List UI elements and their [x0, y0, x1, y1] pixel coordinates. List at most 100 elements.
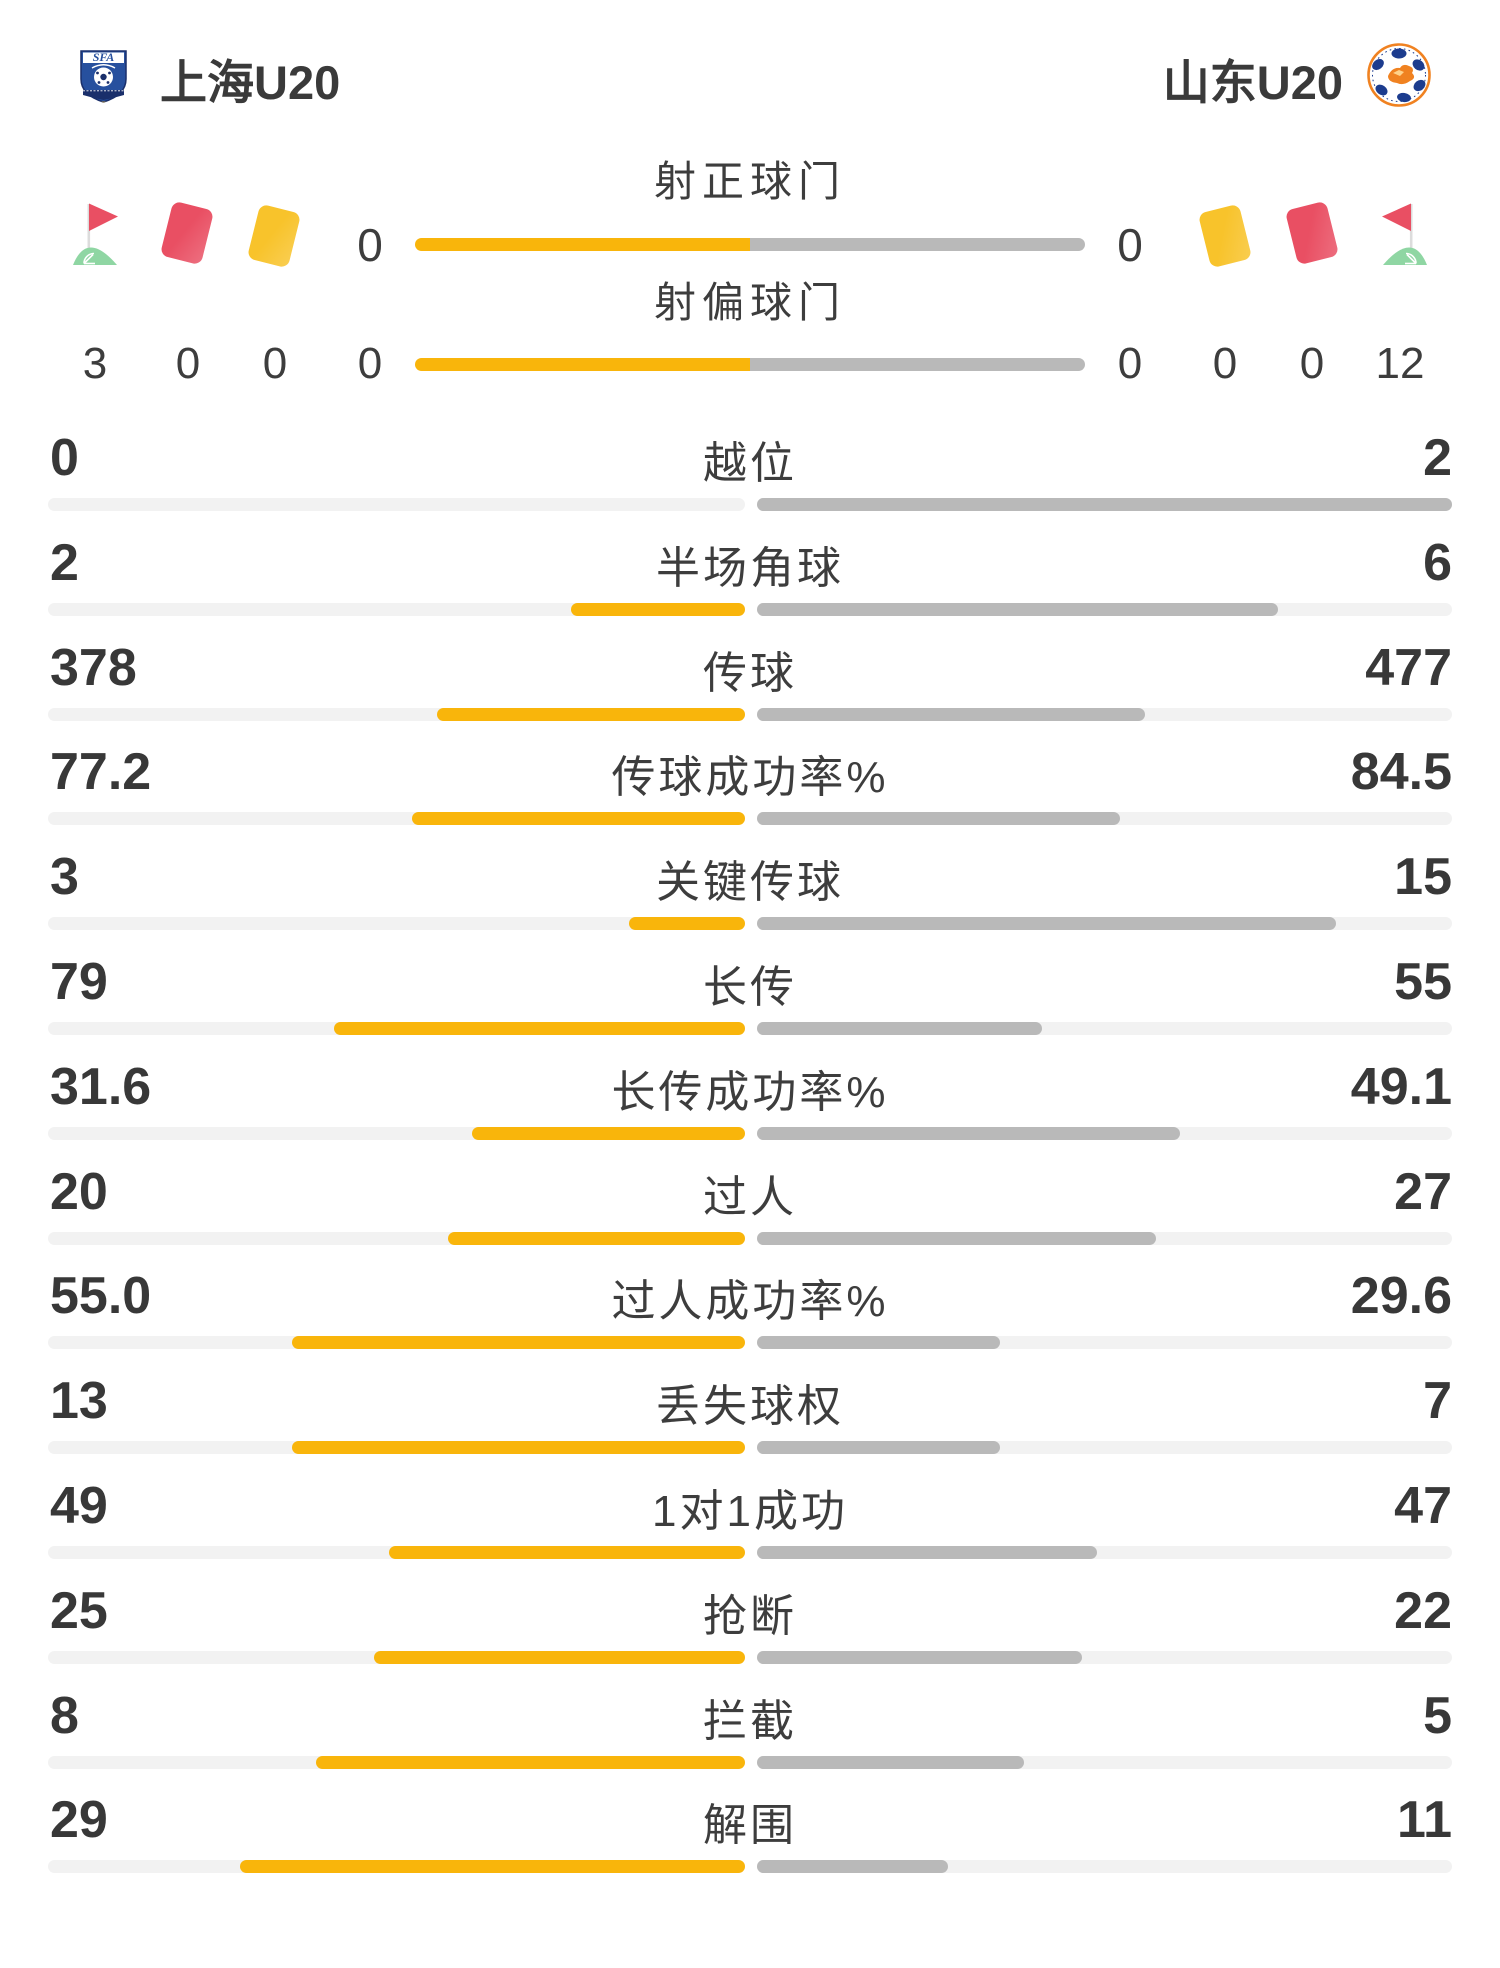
away-bar-fill	[757, 812, 1121, 826]
away-bar-fill	[757, 1022, 1043, 1035]
away-bar-track	[757, 707, 1452, 721]
home-value: 31.6	[50, 1057, 152, 1116]
home-bar-fill	[412, 812, 745, 826]
shots-on-target-bar-away	[750, 238, 1085, 251]
away-bar-track	[757, 1650, 1452, 1664]
shots-on-target-bar-home	[415, 238, 750, 251]
away-bar-fill	[757, 1126, 1180, 1140]
away-red-card-count: 0	[1299, 339, 1325, 388]
stat-row: 3 关键传球 15	[0, 839, 1500, 944]
home-bar-track	[48, 1650, 745, 1664]
away-corner-count: 12	[1375, 339, 1425, 388]
away-bar-track	[757, 498, 1452, 511]
away-value: 27	[1394, 1162, 1452, 1221]
away-value: 2	[1423, 429, 1452, 487]
home-bar-fill	[448, 1231, 745, 1245]
corner-flag-icon	[1380, 202, 1430, 271]
stat-label: 长传	[703, 963, 797, 1012]
away-bar-fill	[757, 1860, 949, 1874]
shots-on-target-home-value: 0	[357, 219, 383, 271]
home-value: 29	[50, 1791, 108, 1850]
away-value: 11	[1397, 1791, 1452, 1850]
away-bar-fill	[757, 1441, 1001, 1455]
red-card-icon	[1284, 200, 1340, 266]
home-bar-fill	[291, 1441, 745, 1455]
away-value: 29.6	[1350, 1267, 1452, 1326]
home-bar-fill	[334, 1022, 745, 1035]
stat-row: 55.0 过人成功率% 29.6	[0, 1258, 1500, 1363]
home-bar-track	[48, 1755, 745, 1769]
corner-flag-icon	[70, 202, 120, 271]
away-bar-fill	[757, 917, 1337, 931]
home-value: 25	[50, 1581, 108, 1640]
away-bar-track	[757, 1126, 1452, 1140]
home-value: 0	[50, 429, 79, 487]
away-bar-fill	[757, 1546, 1098, 1559]
home-bar-track	[48, 1336, 745, 1350]
home-value: 49	[50, 1477, 108, 1535]
home-bar-track	[48, 1860, 745, 1874]
away-bar-track	[757, 812, 1452, 826]
svg-text:SFA: SFA	[93, 50, 115, 64]
stat-label: 过人	[703, 1172, 797, 1222]
shots-on-target-bar	[415, 238, 1085, 251]
home-bar-fill	[570, 602, 745, 616]
away-team-name: 山东U20	[1162, 56, 1343, 109]
away-value: 5	[1423, 1686, 1452, 1745]
stat-row: 49 1对1成功 47	[0, 1468, 1500, 1573]
away-bar-track	[757, 1336, 1452, 1350]
away-value: 47	[1394, 1477, 1452, 1535]
away-value: 84.5	[1350, 743, 1452, 802]
stat-row: 2 半场角球 6	[0, 525, 1500, 630]
stat-row: 0 越位 2	[0, 420, 1500, 525]
away-value: 7	[1423, 1372, 1452, 1431]
away-value: 49.1	[1350, 1057, 1452, 1116]
away-bar-track	[757, 917, 1452, 931]
home-bar-fill	[374, 1650, 745, 1664]
shots-off-target-bar-home	[415, 358, 750, 371]
away-value: 55	[1394, 953, 1452, 1011]
stat-label: 关键传球	[656, 858, 844, 908]
home-bar-fill	[389, 1546, 745, 1559]
shots-off-target-label: 射偏球门	[653, 279, 846, 326]
home-bar-fill	[472, 1126, 745, 1140]
shots-off-target-away-value: 0	[1117, 339, 1143, 388]
away-team-logo	[1366, 42, 1432, 113]
away-value: 22	[1394, 1581, 1452, 1640]
stat-row: 79 长传 55	[0, 944, 1500, 1049]
home-bar-track	[48, 707, 745, 721]
stat-label: 拦截	[703, 1696, 797, 1746]
away-value: 477	[1365, 638, 1452, 697]
home-value: 55.0	[50, 1267, 152, 1326]
home-value: 13	[50, 1372, 108, 1431]
stat-row: 77.2 传球成功率% 84.5	[0, 734, 1500, 839]
home-value: 3	[50, 848, 79, 907]
away-value: 15	[1394, 848, 1452, 907]
stat-label: 半场角球	[656, 543, 844, 593]
stat-label: 传球成功率%	[611, 753, 889, 803]
away-bar-fill	[757, 1650, 1083, 1664]
shots-off-target-bar	[415, 358, 1085, 371]
shots-off-target-home-value: 0	[357, 339, 383, 388]
away-bar-fill	[757, 498, 1452, 511]
shandong-fa-badge-icon	[1367, 43, 1431, 107]
away-bar-fill	[757, 707, 1145, 721]
shots-on-target-label: 射正球门	[653, 158, 846, 205]
away-bar-fill	[757, 1755, 1025, 1769]
home-bar-track	[48, 602, 745, 616]
home-bar-track	[48, 1546, 745, 1559]
stat-row: 8 拦截 5	[0, 1678, 1500, 1783]
stat-label: 解围	[703, 1801, 797, 1851]
stat-label: 传球	[703, 648, 797, 698]
home-bar-fill	[316, 1755, 745, 1769]
home-bar-track	[48, 1231, 745, 1245]
home-value: 2	[50, 533, 79, 592]
away-bar-track	[757, 602, 1452, 616]
away-value: 6	[1423, 533, 1452, 592]
stat-label: 越位	[703, 439, 797, 488]
home-bar-track	[48, 812, 745, 826]
stat-row: 13 丢失球权 7	[0, 1363, 1500, 1468]
stat-label: 丢失球权	[656, 1382, 844, 1432]
away-bar-track	[757, 1546, 1452, 1559]
